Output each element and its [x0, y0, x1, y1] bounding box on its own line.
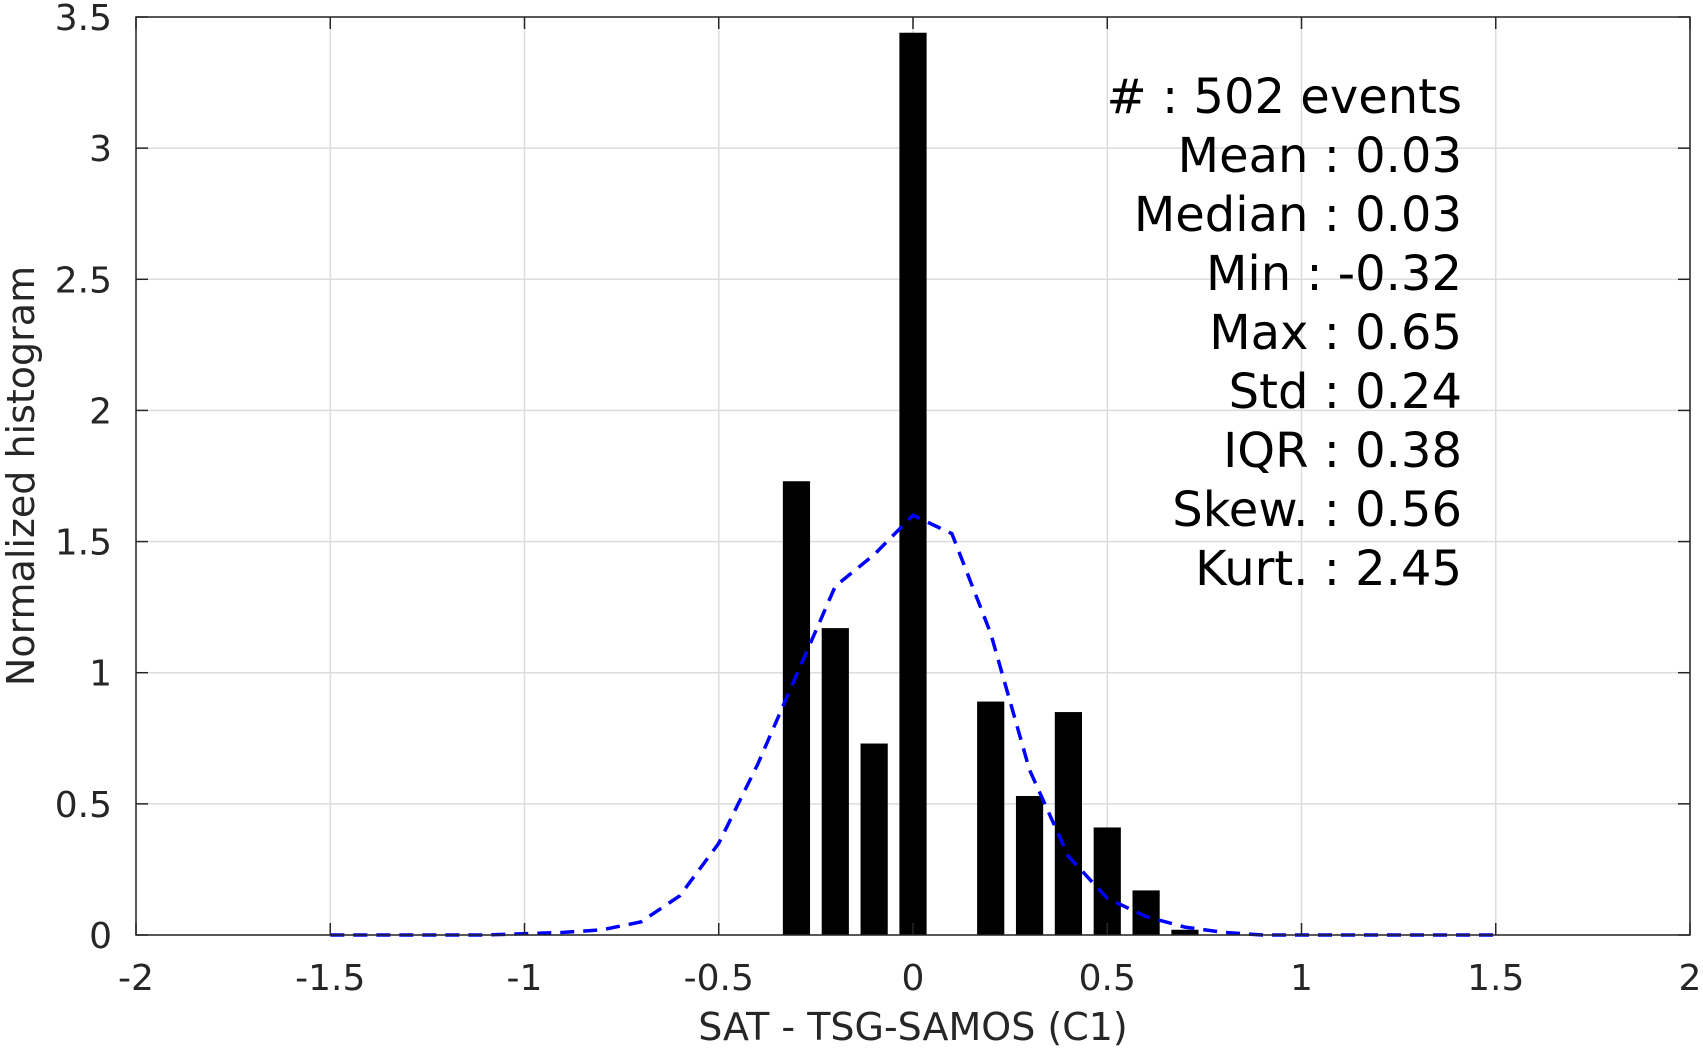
stats-line: Median : 0.03: [1134, 187, 1462, 243]
stats-line: Std : 0.24: [1229, 364, 1462, 420]
histogram-bar: [1054, 712, 1082, 935]
stats-line: IQR : 0.38: [1223, 423, 1462, 479]
histogram-bars: [782, 32, 1199, 936]
histogram-bar: [1093, 827, 1121, 935]
x-tick-label: 2: [1679, 958, 1702, 999]
histogram-bar: [977, 701, 1005, 935]
x-tick-label: 0: [902, 958, 925, 999]
histogram-bar: [821, 628, 849, 935]
x-tick-label: 0.5: [1079, 958, 1136, 999]
x-tick-label: -2: [118, 958, 154, 999]
y-tick-label: 2.5: [55, 260, 112, 301]
x-tick-label: 1: [1290, 958, 1313, 999]
histogram-bar: [1171, 929, 1199, 935]
y-tick-label: 0.5: [55, 785, 112, 826]
y-axis-label: Normalized histogram: [0, 266, 43, 686]
axes-frame: [135, 16, 1691, 936]
y-tick-label: 2: [89, 391, 112, 432]
y-tick-label: 1: [89, 654, 112, 695]
stats-line: Mean : 0.03: [1178, 128, 1462, 184]
x-tick-label: -0.5: [684, 958, 754, 999]
stats-line: Skew. : 0.56: [1172, 482, 1462, 538]
histogram-bar: [782, 481, 811, 935]
stats-line: # : 502 events: [1107, 69, 1463, 125]
stats-line: Min : -0.32: [1206, 246, 1462, 302]
histogram-bar: [1132, 890, 1160, 935]
y-tick-label: 0: [89, 916, 112, 957]
tick-labels: -2 -1.5 -1 -0.5 0 0.5 1 1.5 2 0 0.5 1 1.5 2 2.5 3 3.5: [55, 0, 1702, 999]
stats-line: Max : 0.65: [1209, 305, 1462, 361]
fit-curve: [330, 513, 1496, 937]
histogram-bar: [1015, 795, 1044, 935]
x-tick-label: 1.5: [1467, 958, 1524, 999]
x-tick-label: -1.5: [295, 958, 365, 999]
y-tick-label: 3.5: [55, 0, 112, 39]
x-tick-label: -1: [507, 958, 543, 999]
x-axis-label: SAT - TSG-SAMOS (C1): [698, 1005, 1128, 1049]
histogram-bar: [860, 743, 888, 935]
stats-line: Kurt. : 2.45: [1195, 541, 1462, 597]
normal-fit-curve: [330, 513, 1496, 937]
histogram-bar: [899, 32, 927, 936]
y-tick-label: 1.5: [55, 523, 112, 564]
y-tick-label: 3: [89, 129, 112, 170]
